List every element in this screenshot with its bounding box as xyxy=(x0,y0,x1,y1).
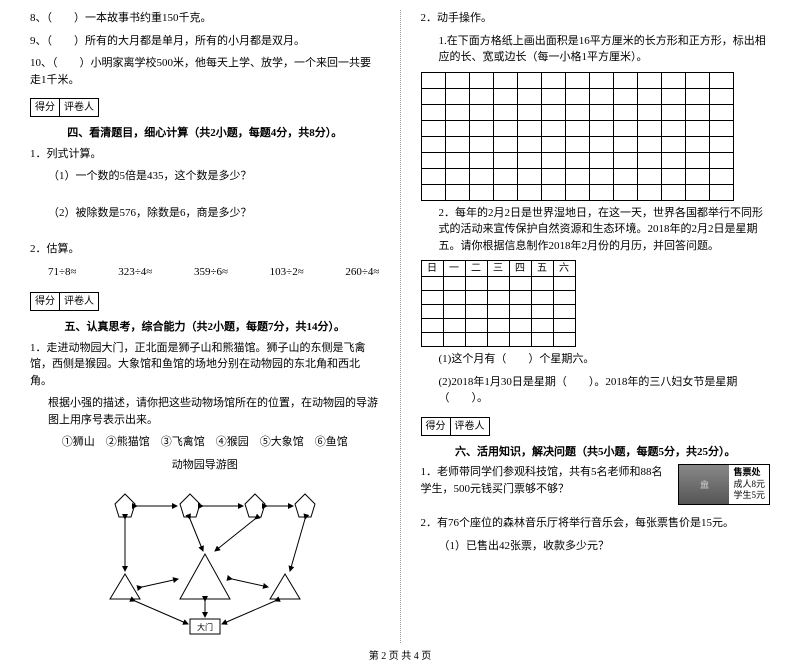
score-box-6: 得分 评卷人 xyxy=(421,417,490,436)
s5q2a: 1.在下面方格纸上画出面积是16平方厘米的长方形和正方形，标出相应的长、宽或边长… xyxy=(421,33,771,66)
s5q1b: 根据小强的描述，请你把这些动物场馆所在的位置，在动物园的导游图上用序号表示出来。 xyxy=(30,395,380,428)
grid-paper xyxy=(421,72,734,201)
section5-title: 五、认真思考，综合能力（共2小题，每题7分，共14分）。 xyxy=(30,319,380,336)
column-divider xyxy=(400,10,401,643)
s4q1a: （1）一个数的5倍是435，这个数是多少？ xyxy=(30,168,380,185)
s6q2: 2．有76个座位的森林音乐厅将举行音乐会，每张票售价是15元。 xyxy=(421,515,771,532)
est3: 359÷6≈ xyxy=(194,264,228,281)
grader-label3: 评卷人 xyxy=(451,418,489,435)
right-column: 2．动手操作。 1.在下面方格纸上画出面积是16平方厘米的长方形和正方形，标出相… xyxy=(421,10,771,643)
s4q2: 2．估算。 xyxy=(30,241,380,258)
s6q1-text: 1．老师带同学们参观科技馆，共有5名老师和88名学生，500元钱买门票够不够？ xyxy=(421,466,663,495)
cal-day-header: 六 xyxy=(553,261,575,277)
grader-label: 评卷人 xyxy=(60,99,98,116)
s5q2c2: (2)2018年1月30日是星期（ ）。2018年的三八妇女节是星期（ ）。 xyxy=(421,374,771,407)
score-label2: 得分 xyxy=(31,293,60,310)
s6q2a: （1）已售出42张票，收款多少元？ xyxy=(421,538,771,555)
page-footer: 第 2 页 共 4 页 xyxy=(30,649,770,664)
s5q1d: 动物园导游图 xyxy=(30,457,380,474)
est2: 323÷4≈ xyxy=(118,264,152,281)
calendar-table: 日一二三四五六 xyxy=(421,260,576,347)
section6-title: 六、活用知识，解决问题（共5小题，每题5分，共25分）。 xyxy=(421,444,771,461)
est1: 71÷8≈ xyxy=(48,264,77,281)
s5q1a: 1．走进动物园大门，正北面是狮子山和熊猫馆。狮子山的东侧是飞禽馆，西侧是猴园。大… xyxy=(30,340,380,390)
est4: 103÷2≈ xyxy=(270,264,304,281)
s5q2: 2．动手操作。 xyxy=(421,10,771,27)
score-label: 得分 xyxy=(31,99,60,116)
score-box-4: 得分 评卷人 xyxy=(30,98,99,117)
est5: 260÷4≈ xyxy=(345,264,379,281)
grader-label2: 评卷人 xyxy=(60,293,98,310)
q8: 8、（ ）一本故事书约重150千克。 xyxy=(30,10,380,27)
gate-label: 大门 xyxy=(197,622,213,632)
ticket-box: 🏛 售票处 成人8元 学生5元 xyxy=(678,464,770,505)
ticket-text: 售票处 成人8元 学生5元 xyxy=(729,465,769,504)
est-row: 71÷8≈ 323÷4≈ 359÷6≈ 103÷2≈ 260÷4≈ xyxy=(30,264,380,281)
cal-day-header: 一 xyxy=(443,261,465,277)
ticket-photo: 🏛 xyxy=(679,465,729,504)
left-column: 8、（ ）一本故事书约重150千克。 9、（ ）所有的大月都是单月，所有的小月都… xyxy=(30,10,380,643)
s4q1: 1．列式计算。 xyxy=(30,146,380,163)
cal-day-header: 五 xyxy=(531,261,553,277)
cal-day-header: 四 xyxy=(509,261,531,277)
s5q2c1: (1)这个月有（ ）个星期六。 xyxy=(421,351,771,368)
q10: 10、（ ）小明家离学校500米，他每天上学、放学，一个来回一共要走1千米。 xyxy=(30,55,380,88)
s5q2b: 2．每年的2月2日是世界湿地日，在这一天，世界各国都举行不同形式的活动来宣传保护… xyxy=(421,205,771,255)
section4-title: 四、看清题目，细心计算（共2小题，每题4分，共8分）。 xyxy=(30,125,380,142)
page-container: 8、（ ）一本故事书约重150千克。 9、（ ）所有的大月都是单月，所有的小月都… xyxy=(30,10,770,643)
cal-day-header: 日 xyxy=(421,261,443,277)
q9: 9、（ ）所有的大月都是单月，所有的小月都是双月。 xyxy=(30,33,380,50)
score-label3: 得分 xyxy=(422,418,451,435)
ticket-adult: 成人8元 xyxy=(733,479,765,491)
cal-day-header: 二 xyxy=(465,261,487,277)
s6q1: 🏛 售票处 成人8元 学生5元 1．老师带同学们参观科技馆，共有5名老师和88名… xyxy=(421,464,771,497)
zoo-svg: 大门 xyxy=(85,479,325,639)
ticket-header: 售票处 xyxy=(733,467,765,479)
zoo-diagram: 大门 xyxy=(30,479,380,639)
s4q1b: （2）被除数是576，除数是6，商是多少？ xyxy=(30,205,380,222)
score-box-5: 得分 评卷人 xyxy=(30,292,99,311)
s5q1c: ①狮山 ②熊猫馆 ③飞禽馆 ④猴园 ⑤大象馆 ⑥鱼馆 xyxy=(30,434,380,451)
cal-day-header: 三 xyxy=(487,261,509,277)
ticket-student: 学生5元 xyxy=(733,490,765,502)
